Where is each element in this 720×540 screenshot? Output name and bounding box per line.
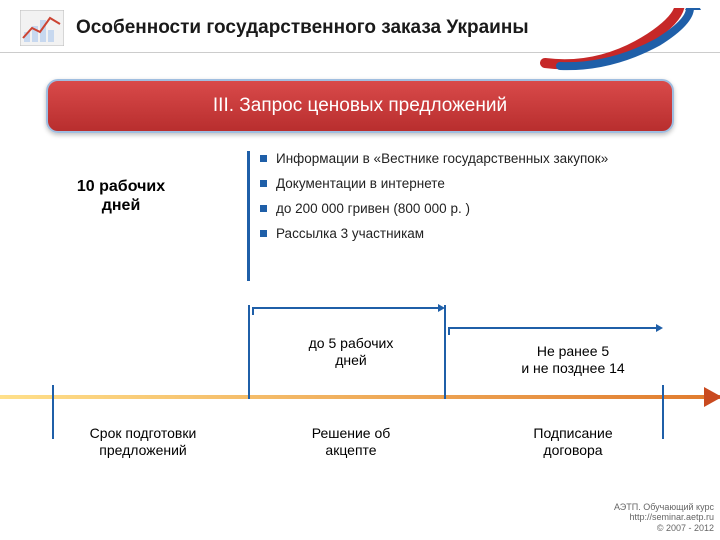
stage-label: акцепте (276, 442, 426, 459)
bullet-item: Информации в «Вестнике государственных з… (260, 151, 690, 166)
timeline: до 5 рабочих дней Не ранее 5 и не поздне… (0, 295, 720, 495)
days-line2: дней (46, 196, 196, 215)
days-box: 10 рабочих дней (46, 177, 196, 215)
stage-label: Не ранее 5 (488, 343, 658, 360)
timeline-bracket (448, 327, 658, 329)
timeline-tick (52, 385, 54, 439)
bullet-item: до 200 000 гривен (800 000 р. ) (260, 201, 690, 216)
section-badge: III. Запрос ценовых предложений (46, 79, 674, 133)
stage-label: Подписание (488, 425, 658, 442)
stage-top-1: до 5 рабочих дней (276, 335, 426, 369)
footer-line: http://seminar.aetp.ru (614, 512, 714, 523)
bullet-list: Информации в «Вестнике государственных з… (260, 151, 690, 251)
footer-line: АЭТП. Обучающий курс (614, 502, 714, 513)
footer: АЭТП. Обучающий курс http://seminar.aetp… (614, 502, 714, 534)
bracket-arrow-icon (438, 304, 445, 312)
stage-bottom-2: Решение об акцепте (276, 425, 426, 459)
stage-label: Решение об (276, 425, 426, 442)
stage-bottom-1: Срок подготовки предложений (58, 425, 228, 459)
timeline-tick (444, 305, 446, 399)
days-line1: 10 рабочих (46, 177, 196, 196)
bullet-item: Документации в интернете (260, 176, 690, 191)
bracket-end (448, 327, 450, 335)
swoosh-decor-icon (540, 8, 720, 78)
stage-label: дней (276, 352, 426, 369)
bracket-end (252, 307, 254, 315)
timeline-arrow-line (0, 395, 720, 399)
page-title: Особенности государственного заказа Укра… (76, 17, 529, 40)
timeline-tick (662, 385, 664, 439)
timeline-tick (248, 305, 250, 399)
header: Особенности государственного заказа Укра… (0, 0, 720, 53)
stage-label: и не позднее 14 (488, 360, 658, 377)
timeline-bracket (252, 307, 440, 309)
bracket-arrow-icon (656, 324, 663, 332)
stage-bottom-3: Подписание договора (488, 425, 658, 459)
bullet-item: Рассылка 3 участникам (260, 226, 690, 241)
footer-line: © 2007 - 2012 (614, 523, 714, 534)
middle-block: 10 рабочих дней Информации в «Вестнике г… (0, 155, 720, 295)
stage-label: Срок подготовки (58, 425, 228, 442)
stage-label: до 5 рабочих (276, 335, 426, 352)
stage-label: договора (488, 442, 658, 459)
stage-top-2: Не ранее 5 и не позднее 14 (488, 343, 658, 377)
timeline-arrow-head-icon (704, 387, 720, 407)
chart-logo-icon (20, 10, 64, 46)
stage-label: предложений (58, 442, 228, 459)
vertical-divider (247, 151, 250, 281)
